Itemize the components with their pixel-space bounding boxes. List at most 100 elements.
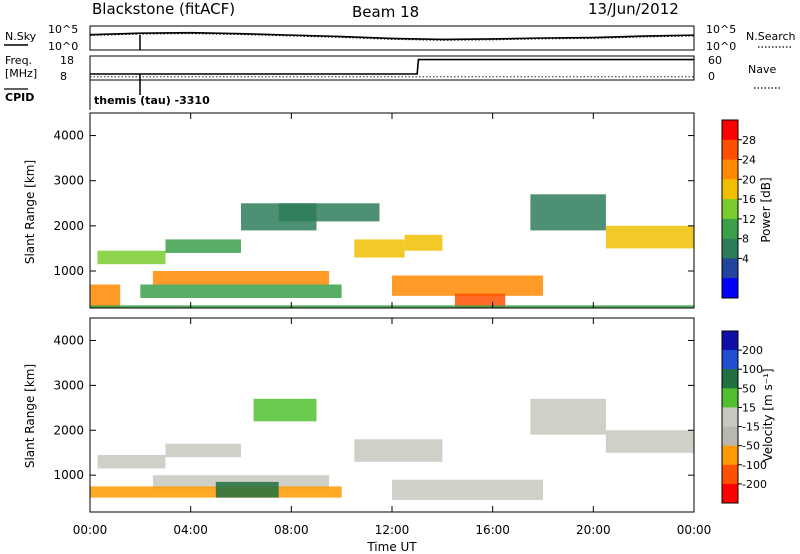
power-colorbar-swatch: [722, 179, 738, 200]
velocity-colorbar-tick-label: 200: [742, 344, 763, 357]
velocity-colorbar-swatch: [722, 331, 738, 351]
freq-series-line: [90, 58, 694, 75]
cpid-value: themis (tau) -3310: [94, 94, 210, 107]
velocity-colorbar-label: Velocity [m s⁻¹]: [761, 368, 775, 461]
x-axis-label: Time UT: [366, 540, 417, 554]
date-title: 13/Jun/2012: [588, 0, 679, 18]
noise-tick-left-bottom: 10^0: [48, 40, 78, 53]
velocity-ytick-label: 2000: [53, 423, 84, 437]
power-colorbar-swatch: [722, 238, 738, 259]
velocity-colorbar: 200 100 50 15 -15 -50 -100 -200: [721, 330, 767, 504]
velocity-colorbar-frame: [721, 330, 739, 504]
cpid-label: CPID: [5, 91, 34, 104]
velocity-colorbar-swatch: [722, 445, 738, 466]
velocity-y-label: Slant Range [km]: [23, 364, 37, 468]
power-colorbar-tick-label: 4: [742, 252, 749, 265]
freq-panel-frame: [89, 55, 695, 81]
power-cell: [152, 271, 330, 285]
x-tick-label: 12:00: [375, 523, 410, 537]
x-tick-label: 08:00: [274, 523, 309, 537]
power-colorbar-frame: [721, 119, 739, 299]
freq-label: Freq.: [5, 54, 32, 67]
velocity-colorbar-tick-label: -50: [742, 440, 760, 453]
velocity-colorbar-swatch: [722, 426, 738, 447]
power-ytick-label: 1000: [53, 264, 84, 278]
velocity-colorbar-tick-label: 100: [742, 363, 763, 376]
x-tick-label: 00:00: [73, 523, 108, 537]
power-colorbar-swatch: [722, 139, 738, 161]
x-tick-label: 00:00: [677, 523, 712, 537]
velocity-cell: [392, 479, 543, 500]
power-heatmap: [90, 194, 694, 308]
beam-title: Beam 18: [352, 3, 419, 21]
power-cell: [605, 225, 694, 249]
velocity-colorbar-swatch: [722, 483, 738, 504]
power-colorbar-tick-label: 28: [742, 134, 756, 147]
nave-label: Nave: [748, 63, 776, 76]
x-tick-label: 04:00: [173, 523, 208, 537]
power-colorbar-swatch: [722, 120, 738, 141]
power-cell: [97, 250, 166, 265]
power-cell: [140, 284, 342, 298]
velocity-ytick-label: 4000: [53, 333, 84, 347]
velocity-cell: [97, 455, 166, 469]
nsearch-label: N.Search: [746, 30, 796, 43]
velocity-cell: [165, 443, 241, 458]
velocity-colorbar-tick-label: 15: [742, 401, 756, 414]
velocity-colorbar-swatch: [722, 388, 738, 408]
power-ytick-label: 2000: [53, 219, 84, 233]
power-cell: [530, 194, 606, 231]
x-tick-label: 20:00: [576, 523, 611, 537]
power-cell: [90, 284, 121, 308]
velocity-colorbar-swatch: [722, 350, 738, 370]
velocity-colorbar-swatch: [722, 407, 738, 427]
velocity-cell: [605, 430, 694, 453]
power-cell: [354, 239, 405, 258]
velocity-cell: [354, 439, 443, 462]
velocity-colorbar-swatch: [722, 369, 738, 389]
power-colorbar-swatch: [722, 199, 738, 220]
velocity-ytick-label: 1000: [53, 468, 84, 482]
power-cell: [392, 275, 543, 296]
power-colorbar: 28 24 20 16 12 8 4: [721, 119, 756, 299]
noise-tick-right-bottom: 10^0: [706, 40, 736, 53]
power-colorbar-tick-label: 24: [742, 154, 756, 167]
power-y-label: Slant Range [km]: [23, 160, 37, 264]
nave-tick-bottom: 0: [708, 70, 715, 83]
noise-tick-left-top: 10^5: [48, 23, 78, 36]
velocity-colorbar-tick-label: -100: [742, 459, 767, 472]
velocity-colorbar-swatch: [722, 464, 738, 485]
velocity-y-axis: 1000 2000 3000 4000: [53, 333, 694, 482]
nsky-label: N.Sky: [5, 30, 37, 43]
power-ytick-label: 3000: [53, 174, 84, 188]
velocity-cell: [215, 481, 279, 498]
power-cell: [165, 239, 241, 253]
velocity-heatmap: [90, 398, 694, 500]
freq-unit-label: [MHz]: [5, 67, 37, 80]
time-x-axis: 00:00 04:00 08:00 12:00 16:00 20:00 00:00: [73, 113, 712, 537]
power-ytick-label: 4000: [53, 129, 84, 143]
power-colorbar-label: Power [dB]: [759, 177, 773, 242]
nave-tick-top: 60: [708, 54, 722, 67]
power-colorbar-swatch: [722, 218, 738, 240]
power-colorbar-tick-label: 8: [742, 233, 749, 246]
velocity-colorbar-tick-label: -200: [742, 478, 767, 491]
nsky-series-line: [89, 31, 695, 41]
noise-tick-right-top: 10^5: [706, 23, 736, 36]
x-tick-label: 16:00: [475, 523, 510, 537]
noise-panel-frame: [89, 25, 695, 51]
freq-tick-top: 18: [60, 54, 74, 67]
nsearch-series-line: [89, 33, 695, 41]
power-colorbar-tick-label: 20: [742, 173, 756, 186]
velocity-colorbar-tick-label: -15: [742, 421, 760, 434]
power-colorbar-swatch: [722, 278, 738, 299]
velocity-ytick-label: 3000: [53, 378, 84, 392]
station-title: Blackstone (fitACF): [92, 0, 235, 18]
power-colorbar-tick-label: 16: [742, 193, 756, 206]
power-colorbar-swatch: [722, 159, 738, 180]
power-y-axis: 1000 2000 3000 4000: [53, 129, 694, 278]
power-colorbar-swatch: [722, 258, 738, 279]
velocity-cell: [253, 398, 317, 422]
velocity-colorbar-tick-label: 50: [742, 382, 756, 395]
